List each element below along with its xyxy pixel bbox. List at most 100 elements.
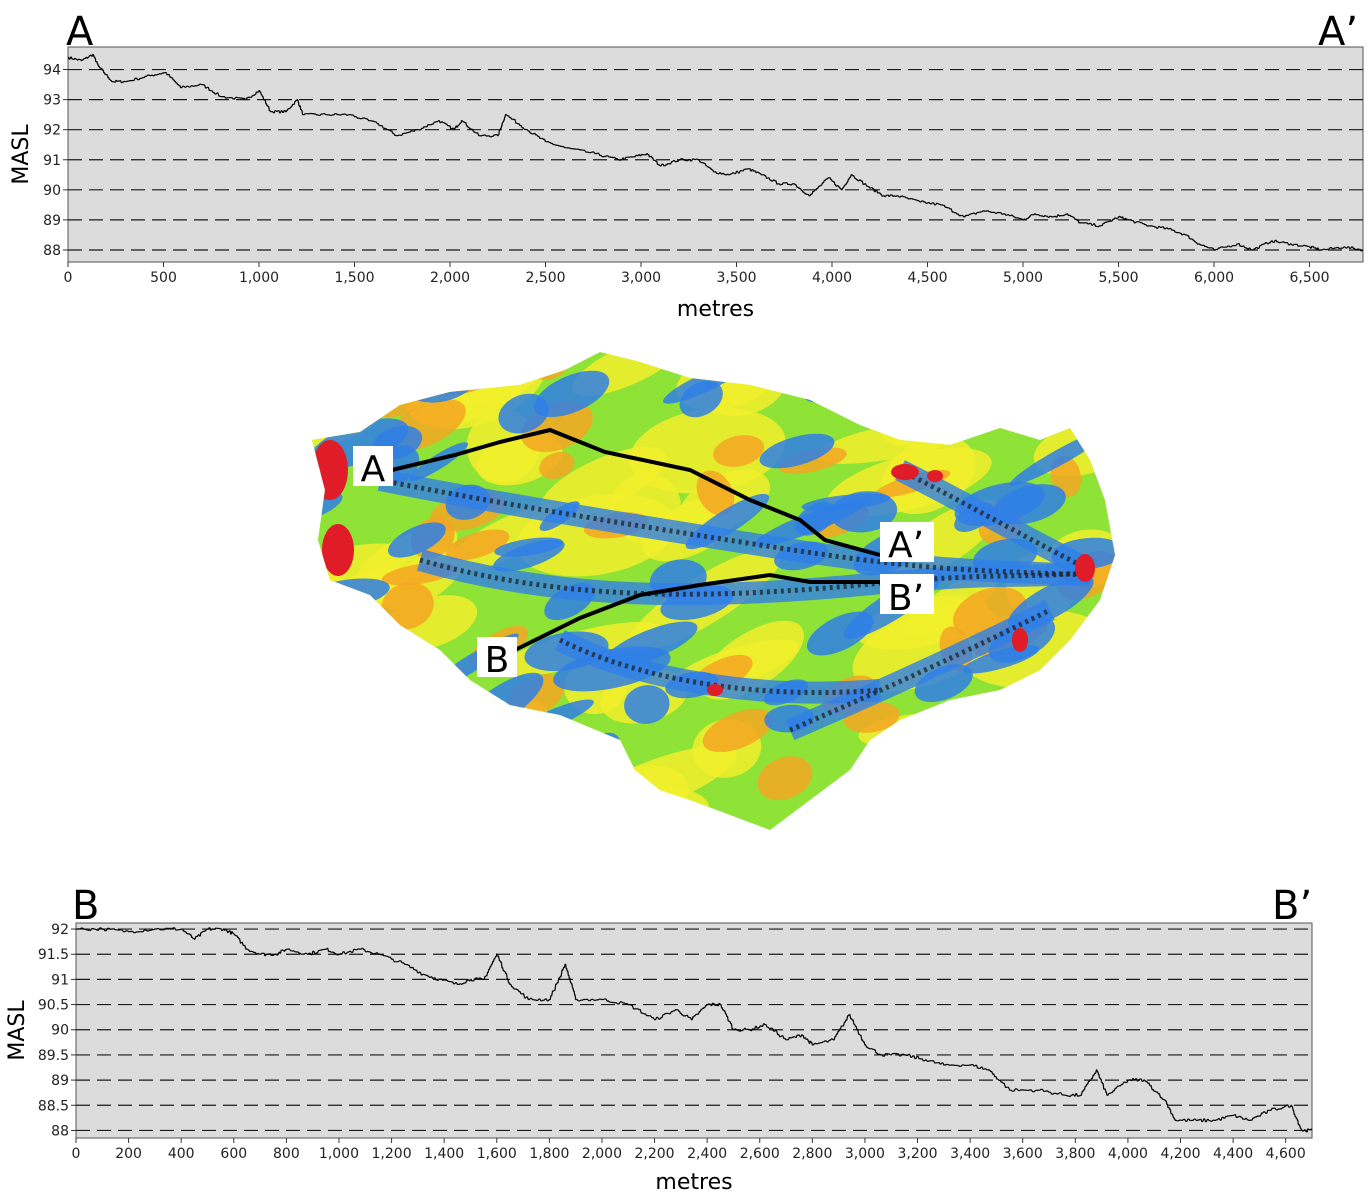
channel-trees	[898, 467, 1092, 573]
x-tick-label: 4,000	[812, 270, 852, 286]
y-tick-label: 94	[43, 63, 61, 79]
x-tick-label: 1,500	[334, 270, 374, 286]
x-tick-label: 3,000	[845, 1146, 885, 1162]
terrain-patch	[404, 780, 522, 830]
x-tick-label: 2,600	[740, 1146, 780, 1162]
elevation-profile-line	[76, 927, 1313, 1133]
x-tick-label: 4,400	[1213, 1146, 1253, 1162]
y-tick-label: 88	[51, 1123, 69, 1139]
x-tick-label: 0	[72, 1146, 81, 1162]
profile-b-end-label: B’	[1272, 883, 1313, 929]
terrain-pattern	[312, 352, 1115, 830]
transect-a-end-label: A’	[880, 522, 934, 566]
terrain-patch	[1030, 371, 1115, 415]
terrain-patch	[377, 768, 506, 830]
y-tick-label: 90	[51, 1023, 69, 1039]
y-tick-label: 92	[51, 922, 69, 938]
x-tick-label: 6,000	[1194, 270, 1234, 286]
terrain-patch	[702, 708, 774, 753]
x-tick-label: 500	[150, 270, 177, 286]
terrain-patch	[534, 788, 588, 822]
terrain-patch	[889, 792, 939, 824]
x-tick-label: 4,200	[1160, 1146, 1200, 1162]
terrain-patch	[409, 442, 468, 482]
terrain-patch	[445, 529, 510, 561]
terrain-patch	[892, 745, 933, 777]
x-tick-label: 4,600	[1266, 1146, 1306, 1162]
terrain-patch	[357, 659, 400, 691]
terrain-patch	[404, 768, 478, 804]
terrain-patch	[911, 757, 1067, 802]
terrain-patch	[356, 724, 468, 790]
high-spot	[891, 464, 919, 480]
terrain-patch	[986, 745, 1037, 766]
y-tick-label: 91.5	[38, 947, 69, 963]
profile-a-end-label: A’	[1318, 9, 1359, 55]
y-tick-label: 91	[51, 972, 69, 988]
terrain-patch	[435, 743, 486, 787]
x-axis-title: metres	[677, 297, 754, 322]
y-tick-label: 90	[43, 183, 61, 199]
high-spot	[312, 440, 348, 500]
transect-a	[391, 427, 881, 557]
terrain-patch	[942, 760, 1056, 830]
terrain-patch	[327, 777, 402, 826]
x-tick-label: 3,600	[1003, 1146, 1043, 1162]
terrain-patch	[325, 762, 431, 825]
x-tick-label: 2,000	[430, 270, 470, 286]
x-tick-label: 200	[115, 1146, 142, 1162]
y-tick-label: 93	[43, 93, 61, 109]
x-tick-label: 3,200	[897, 1146, 937, 1162]
profile-a-chart: 88 89 90 91 92 93 94 0 500 1,000 1,500 2,000 2,500 3,…	[9, 46, 1364, 322]
terrain-patch	[963, 645, 1040, 674]
terrain-patch	[385, 744, 461, 787]
terrain-patch	[693, 352, 746, 375]
y-axis-title: MASL	[5, 1000, 30, 1061]
terrain-patch	[312, 639, 372, 726]
x-tick-label: 1,400	[424, 1146, 464, 1162]
x-tick-label: 600	[220, 1146, 247, 1162]
high-spot	[1012, 628, 1028, 652]
x-tick-label: 1,800	[529, 1146, 569, 1162]
profile-a-start-label: A	[66, 9, 94, 55]
x-tick-label: 400	[168, 1146, 195, 1162]
y-tick-label: 88	[43, 243, 61, 259]
terrain-patch	[411, 710, 488, 764]
channel-trees	[419, 557, 1091, 597]
y-tick-label: 91	[43, 153, 61, 169]
terrain-patch	[312, 701, 396, 744]
terrain-patch	[696, 470, 735, 516]
profile-b-chart: 88 88.5 89 89.5 90 90.5 91 91.5 92 0 200 400 600 800 1…	[5, 922, 1313, 1194]
x-tick-label: 1,200	[372, 1146, 412, 1162]
terrain-patch	[860, 766, 936, 808]
label-background	[353, 446, 393, 486]
plot-area	[67, 46, 1364, 263]
x-tick-label: 1,600	[477, 1146, 517, 1162]
channel-trees	[379, 477, 1091, 578]
terrain-patch	[388, 522, 446, 558]
terrain-patch	[713, 435, 765, 467]
x-tick-label: 1,000	[239, 270, 279, 286]
high-spot	[1075, 554, 1095, 582]
terrain-patch	[336, 712, 451, 758]
terrain-patch	[312, 352, 390, 410]
label-background	[880, 574, 934, 614]
y-tick-label: 92	[43, 123, 61, 139]
terrain-patch	[839, 779, 886, 818]
terrain-patch	[757, 756, 813, 801]
x-tick-label: 800	[273, 1146, 300, 1162]
label-text: B	[485, 640, 510, 681]
channel-trees	[789, 607, 1052, 733]
terrain-patch	[629, 407, 786, 494]
terrain-patch	[849, 778, 931, 830]
x-tick-label: 3,400	[950, 1146, 990, 1162]
terrain-patch	[469, 772, 595, 830]
terrain-patch	[759, 433, 835, 469]
x-tick-label: 0	[64, 270, 73, 286]
terrain-patch	[791, 361, 876, 391]
terrain-patch	[315, 613, 394, 687]
x-tick-label: 1,000	[319, 1146, 359, 1162]
x-tick-label: 2,000	[582, 1146, 622, 1162]
y-axis-title: MASL	[9, 124, 34, 185]
y-tick-label: 89	[51, 1073, 69, 1089]
